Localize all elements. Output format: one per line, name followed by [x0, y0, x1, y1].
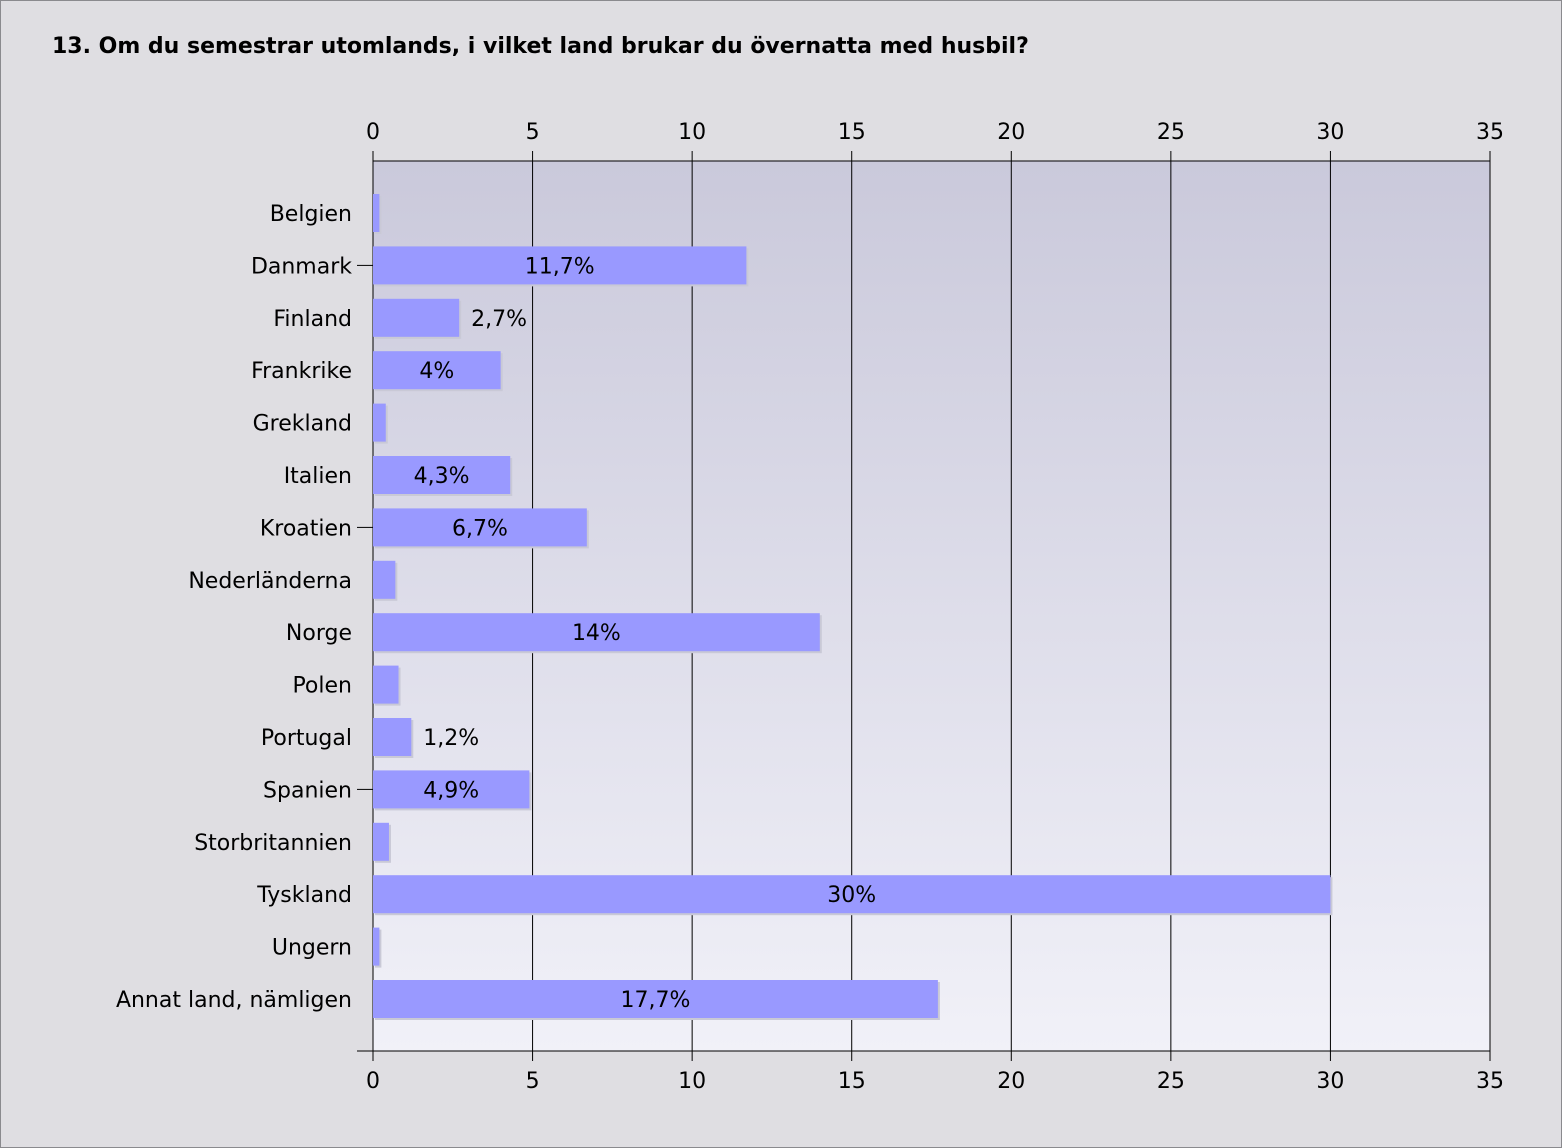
- bottom-tick-label: 15: [838, 1069, 866, 1094]
- category-label: Finland: [273, 307, 352, 332]
- category-label: Kroatien: [260, 516, 352, 541]
- bar: [373, 718, 412, 756]
- top-tick-label: 5: [526, 120, 540, 145]
- bar: [373, 508, 587, 547]
- bar: [373, 665, 399, 704]
- category-label: Danmark: [251, 254, 352, 279]
- data-label: 4,3%: [414, 464, 470, 489]
- bar: [373, 613, 820, 652]
- bottom-tick-label: 20: [997, 1069, 1025, 1094]
- category-label: Grekland: [253, 412, 352, 437]
- bottom-tick-label: 25: [1157, 1069, 1185, 1094]
- data-label: 4,9%: [423, 778, 479, 803]
- data-label: 2,7%: [471, 307, 527, 332]
- bottom-tick-label: 5: [526, 1069, 540, 1094]
- bar: [373, 194, 380, 232]
- bottom-tick-label: 0: [366, 1069, 380, 1094]
- category-label: Annat land, nämligen: [116, 988, 352, 1013]
- top-tick-label: 35: [1476, 120, 1504, 145]
- category-label: Frankrike: [251, 359, 352, 384]
- category-label: Polen: [292, 674, 352, 699]
- top-tick-label: 30: [1316, 120, 1344, 145]
- category-label: Portugal: [261, 726, 352, 751]
- data-label: 1,2%: [423, 726, 479, 751]
- data-label: 17,7%: [620, 988, 690, 1013]
- chart-title: 13. Om du semestrar utomlands, i vilket …: [52, 34, 1029, 59]
- data-label: 4%: [419, 359, 454, 384]
- category-label: Nederländerna: [188, 569, 352, 594]
- data-label: 30%: [827, 883, 876, 908]
- bottom-tick-label: 35: [1476, 1069, 1504, 1094]
- bar: [373, 927, 380, 966]
- plot-area: [373, 161, 1490, 1051]
- bar: [373, 875, 1331, 914]
- top-tick-label: 15: [838, 120, 866, 145]
- category-label: Belgien: [270, 202, 352, 227]
- bar: [373, 980, 938, 1018]
- bar: [373, 770, 530, 809]
- bar: [373, 403, 386, 442]
- bar: [373, 456, 511, 494]
- data-label: 11,7%: [525, 254, 595, 279]
- category-label: Storbritannien: [194, 831, 352, 856]
- bar: [373, 298, 460, 337]
- category-label: Norge: [286, 621, 352, 646]
- bottom-tick-label: 30: [1316, 1069, 1344, 1094]
- top-tick-label: 20: [997, 120, 1025, 145]
- top-tick-label: 25: [1157, 120, 1185, 145]
- data-label: 14%: [572, 621, 621, 646]
- data-label: 6,7%: [452, 516, 508, 541]
- top-tick-label: 0: [366, 120, 380, 145]
- category-label: Spanien: [263, 778, 352, 803]
- category-label: Ungern: [272, 936, 352, 961]
- bottom-tick-label: 10: [678, 1069, 706, 1094]
- category-label: Italien: [284, 464, 352, 489]
- bar: [373, 246, 747, 285]
- bar: [373, 822, 389, 861]
- top-tick-label: 10: [678, 120, 706, 145]
- bar: [373, 560, 396, 599]
- bar: [373, 351, 501, 390]
- category-label: Tyskland: [256, 883, 352, 908]
